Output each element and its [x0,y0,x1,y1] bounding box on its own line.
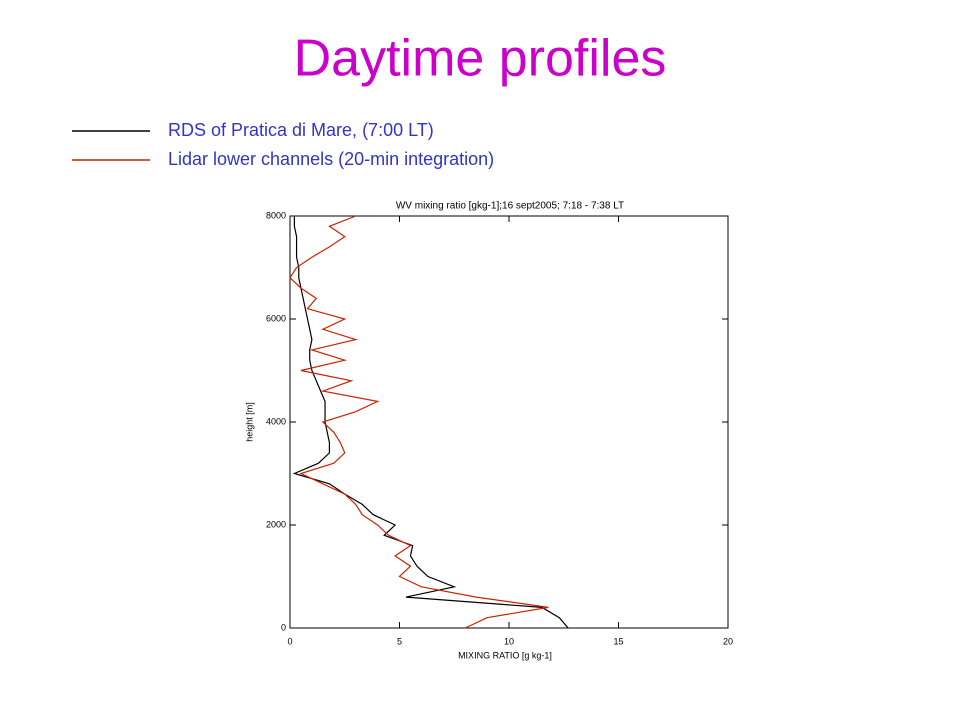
y-tick-label: 2000 [266,519,286,529]
x-tick-label: 20 [723,636,733,646]
x-tick-label: 5 [397,636,402,646]
y-tick-label: 0 [281,622,286,632]
x-tick-label: 15 [613,636,623,646]
legend-label: RDS of Pratica di Mare, (7:00 LT) [168,120,434,140]
profile-line [289,215,549,629]
profile-line [292,216,569,629]
y-axis-label: height [m] [244,402,254,442]
chart-title: WV mixing ratio [gkg-1];16 sept2005; 7:1… [396,201,624,212]
slide-title: Daytime profiles [294,30,667,88]
legend-label: Lidar lower channels (20-min integration… [168,149,494,169]
plot-frame [289,215,729,629]
x-tick-label: 0 [287,636,292,646]
y-tick-label: 4000 [266,416,286,426]
y-tick-label: 6000 [266,313,286,323]
y-tick-label: 8000 [266,210,286,220]
x-tick-label: 10 [504,636,514,646]
x-axis-label: MIXING RATIO [g kg-1] [458,650,552,660]
